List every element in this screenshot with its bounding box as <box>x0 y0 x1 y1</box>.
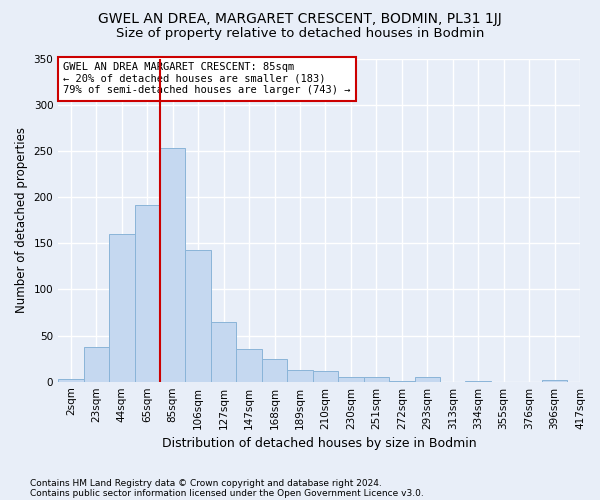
Bar <box>364 377 389 382</box>
Bar <box>542 380 567 382</box>
Bar <box>83 346 109 382</box>
Bar <box>160 148 185 382</box>
Bar <box>262 358 287 382</box>
Bar <box>134 204 160 382</box>
Bar <box>338 377 364 382</box>
Bar <box>313 370 338 382</box>
Bar <box>236 350 262 382</box>
Bar <box>211 322 236 382</box>
Text: Size of property relative to detached houses in Bodmin: Size of property relative to detached ho… <box>116 28 484 40</box>
Bar <box>287 370 313 382</box>
Text: GWEL AN DREA, MARGARET CRESCENT, BODMIN, PL31 1JJ: GWEL AN DREA, MARGARET CRESCENT, BODMIN,… <box>98 12 502 26</box>
X-axis label: Distribution of detached houses by size in Bodmin: Distribution of detached houses by size … <box>162 437 476 450</box>
Bar <box>185 250 211 382</box>
Bar <box>415 377 440 382</box>
Text: Contains HM Land Registry data © Crown copyright and database right 2024.: Contains HM Land Registry data © Crown c… <box>30 478 382 488</box>
Bar <box>389 381 415 382</box>
Bar <box>466 381 491 382</box>
Text: GWEL AN DREA MARGARET CRESCENT: 85sqm
← 20% of detached houses are smaller (183): GWEL AN DREA MARGARET CRESCENT: 85sqm ← … <box>64 62 351 96</box>
Bar <box>58 379 83 382</box>
Y-axis label: Number of detached properties: Number of detached properties <box>15 128 28 314</box>
Text: Contains public sector information licensed under the Open Government Licence v3: Contains public sector information licen… <box>30 488 424 498</box>
Bar <box>109 234 134 382</box>
